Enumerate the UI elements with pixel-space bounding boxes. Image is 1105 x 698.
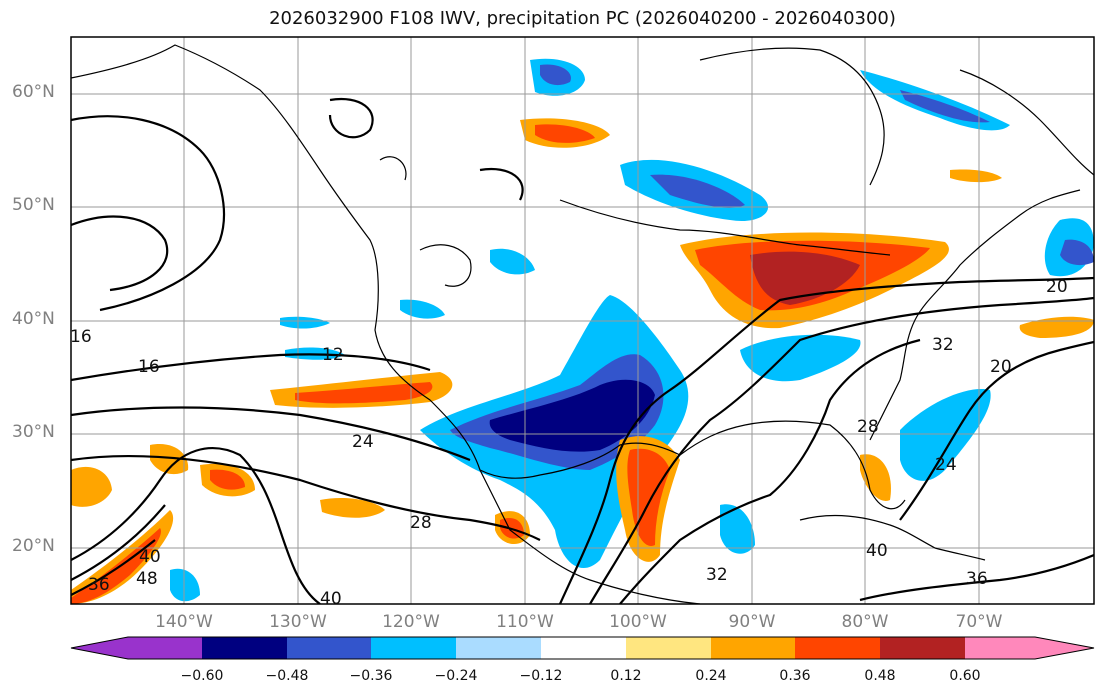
colorbar-tick-label: −0.60 <box>180 668 224 684</box>
contour-label: 48 <box>136 569 158 589</box>
lon-label: 70°W <box>955 612 1003 632</box>
contour-label: 24 <box>935 455 957 475</box>
colorbar-under-arrow <box>71 637 128 659</box>
lat-label: 60°N <box>12 82 55 102</box>
colorbar-segment <box>287 637 371 659</box>
colorbar-segment <box>965 637 1035 659</box>
lat-label: 30°N <box>12 422 55 442</box>
contour-label: 40 <box>866 541 888 561</box>
contour-label-group: 16 16 12 24 28 40 20 32 20 28 24 40 36 3… <box>70 277 1068 609</box>
colorbar <box>70 636 1095 660</box>
colorbar-tick-label: −0.48 <box>265 668 309 684</box>
colorbar-outline <box>70 636 1095 660</box>
contour-label: 12 <box>322 345 344 365</box>
colorbar-tick-label: 0.48 <box>864 668 896 684</box>
lon-label: 90°W <box>728 612 776 632</box>
colorbar-segment <box>711 637 795 659</box>
contour-label: 36 <box>88 575 110 595</box>
contour-label: 16 <box>138 357 160 377</box>
map-frame <box>70 36 1095 605</box>
contour-label: 28 <box>410 513 432 533</box>
contour-label: 16 <box>70 327 92 347</box>
lon-label: 120°W <box>382 612 440 632</box>
lon-label: 100°W <box>609 612 667 632</box>
contour-label: 32 <box>932 335 954 355</box>
contour-label: 20 <box>1046 277 1068 297</box>
colorbar-tick-label: −0.12 <box>519 668 563 684</box>
lat-label: 40°N <box>12 309 55 329</box>
colorbar-segment <box>371 637 456 659</box>
colorbar-segment <box>880 637 965 659</box>
graticule <box>71 37 1094 604</box>
contour-label: 36 <box>966 569 988 589</box>
lon-label: 140°W <box>155 612 213 632</box>
map-title: 2026032900 F108 IWV, precipitation PC (2… <box>269 8 896 29</box>
colorbar-segment <box>456 637 541 659</box>
colorbar-segment <box>795 637 880 659</box>
colorbar-segment <box>128 637 215 659</box>
contour-label: 32 <box>706 565 728 585</box>
contour-label: 40 <box>320 589 342 609</box>
coastlines <box>71 44 1094 604</box>
colorbar-over-arrow <box>1035 637 1094 659</box>
colorbar-tick-label: −0.24 <box>434 668 478 684</box>
colorbar-segment <box>626 637 711 659</box>
iwv-contours <box>71 97 1094 604</box>
contour-label: 20 <box>990 357 1012 377</box>
contour-label: 24 <box>352 432 374 452</box>
colorbar-tick-label: 0.12 <box>610 668 642 684</box>
colorbar-tick-label: −0.36 <box>349 668 393 684</box>
colorbar-tick-label: 0.60 <box>949 668 981 684</box>
colorbar-tick-label: 0.24 <box>695 668 727 684</box>
contour-label: 28 <box>857 417 879 437</box>
lat-label: 50°N <box>12 195 55 215</box>
lon-label: 80°W <box>841 612 889 632</box>
lon-label: 130°W <box>269 612 327 632</box>
colorbar-tick-label: 0.36 <box>779 668 811 684</box>
colorbar-segment <box>541 637 626 659</box>
lat-label: 20°N <box>12 536 55 556</box>
lon-label: 110°W <box>496 612 554 632</box>
colorbar-segment <box>202 637 287 659</box>
contour-label: 40 <box>139 547 161 567</box>
